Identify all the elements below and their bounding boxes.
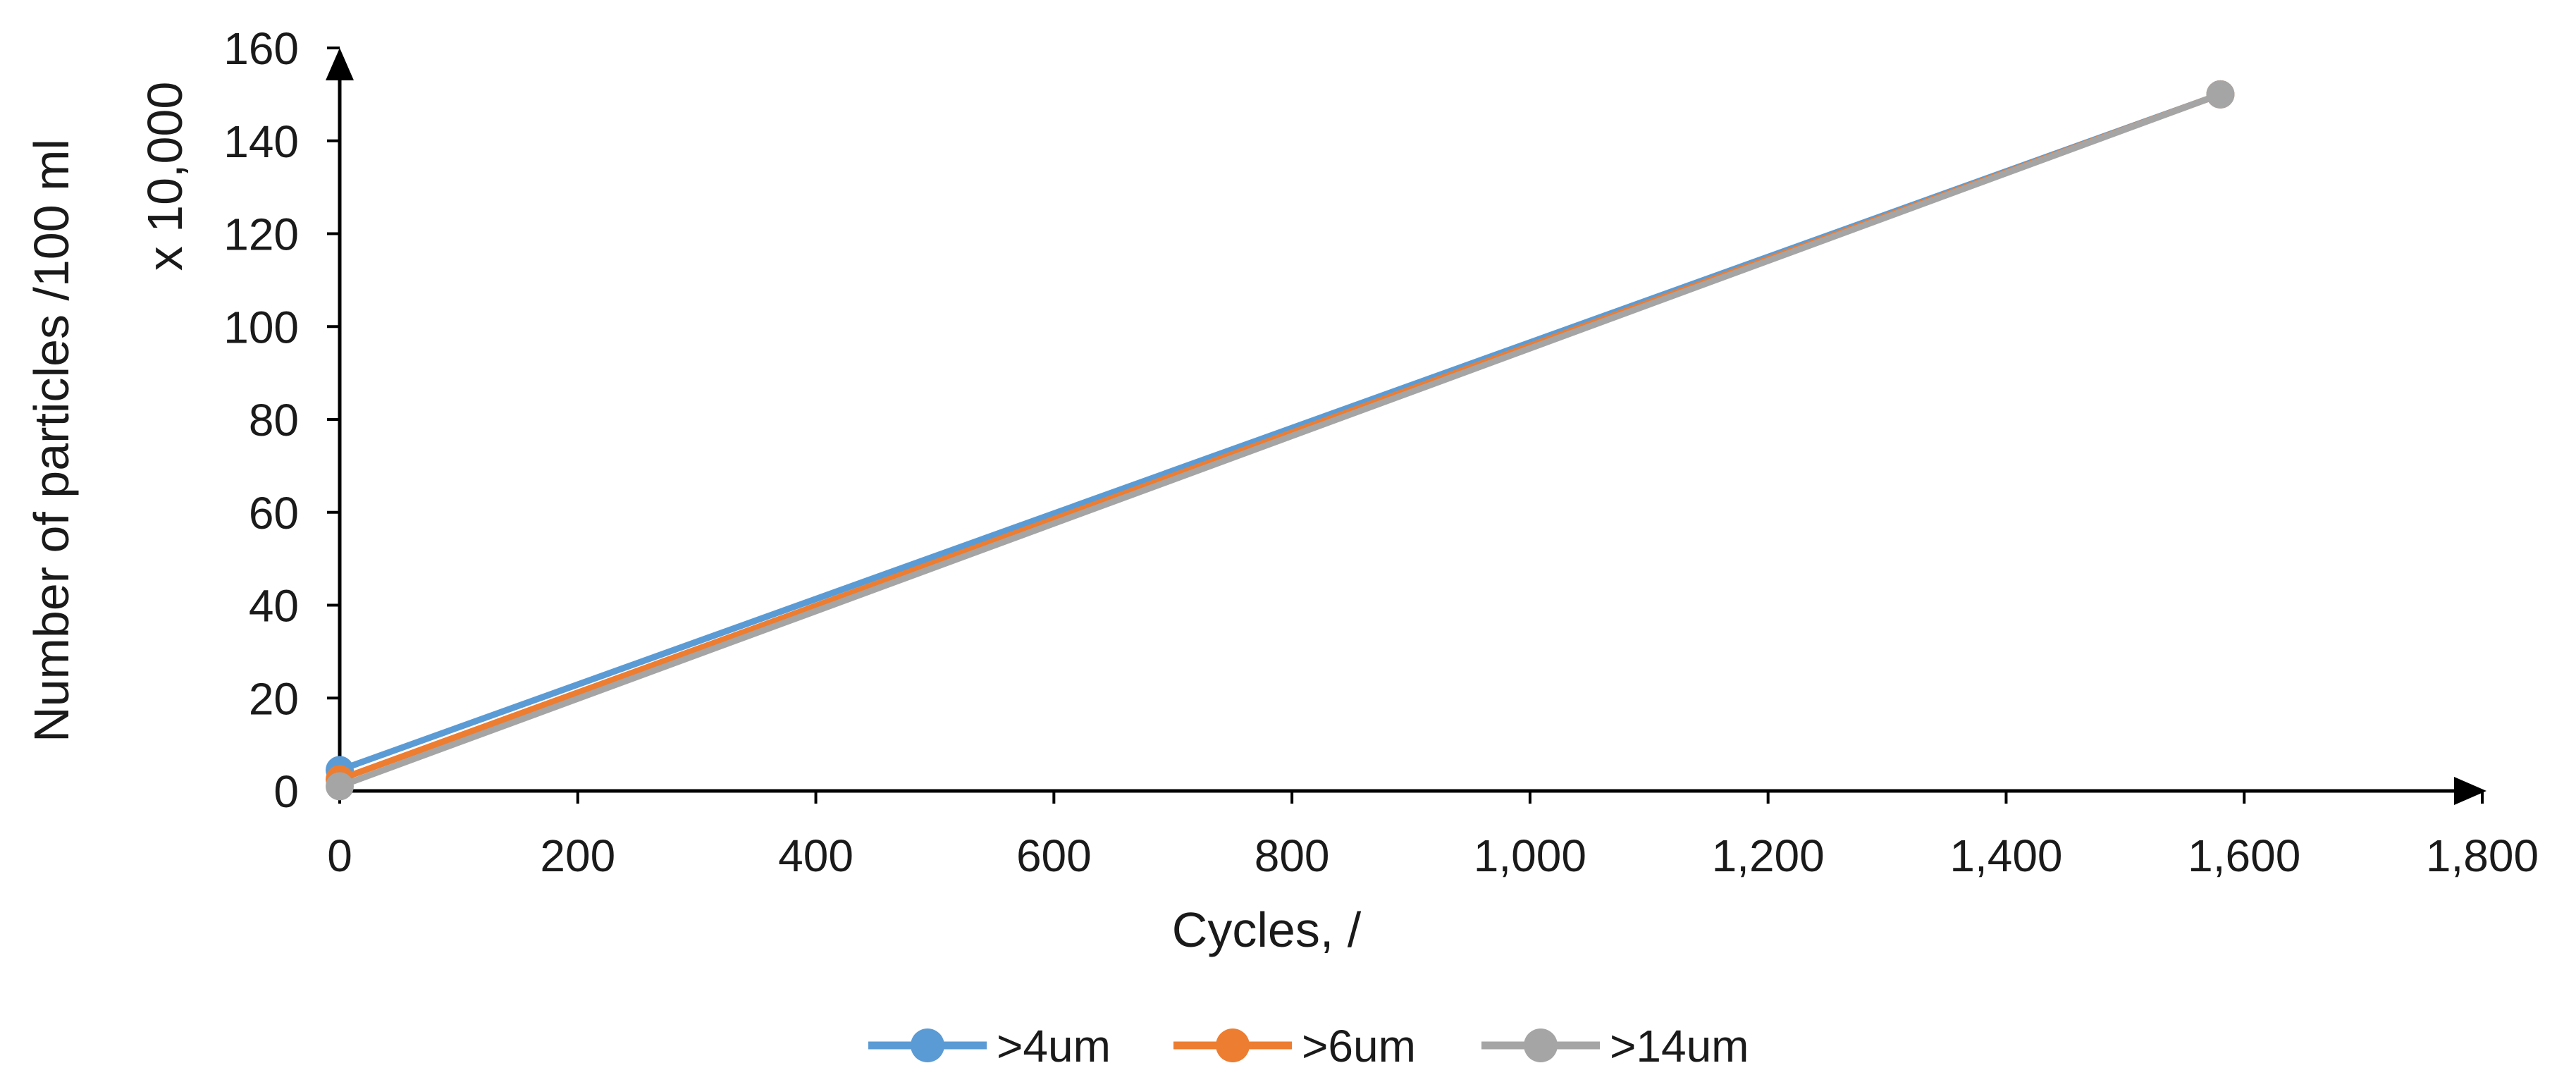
y-tick-label: 0 <box>273 766 299 817</box>
legend-label-6um: >6um <box>1302 1021 1416 1071</box>
x-tick-label: 200 <box>540 830 615 881</box>
plot-series <box>326 80 2235 801</box>
legend: >4um >6um >14um <box>868 1021 1749 1071</box>
y-ticks: 0 20 40 60 80 100 120 140 160 <box>223 23 340 817</box>
x-tick-label: 1,600 <box>2188 830 2300 881</box>
x-tick-label: 1,400 <box>1949 830 2062 881</box>
y-axis-title: Number of particles /100 ml <box>24 139 79 742</box>
y-tick-label: 80 <box>249 395 299 446</box>
y-axis: 0 20 40 60 80 100 120 140 160 <box>223 23 354 817</box>
legend-marker-14um <box>1524 1028 1558 1062</box>
x-tick-label: 1,800 <box>2426 830 2539 881</box>
y-axis-arrow <box>326 48 354 80</box>
y-axis-multiplier: x 10,000 <box>137 82 192 271</box>
x-tick-label: 0 <box>327 830 352 881</box>
legend-label-14um: >14um <box>1610 1021 1749 1071</box>
y-tick-label: 40 <box>249 581 299 632</box>
x-tick-label: 1,000 <box>1474 830 1586 881</box>
data-point-14um <box>326 772 354 801</box>
y-tick-label: 60 <box>249 488 299 539</box>
y-tick-label: 140 <box>223 116 299 167</box>
x-axis-arrow <box>2454 777 2486 805</box>
legend-marker-4um <box>911 1028 944 1062</box>
y-tick-label: 120 <box>223 209 299 260</box>
series-14um <box>326 80 2235 801</box>
legend-label-4um: >4um <box>997 1021 1111 1071</box>
x-axis: 0 200 400 600 800 1,000 1,200 1,400 1,600 1,800 <box>327 777 2539 881</box>
legend-item-14um: >14um <box>1481 1021 1749 1071</box>
x-tick-label: 800 <box>1255 830 1330 881</box>
x-tick-label: 1,200 <box>1712 830 1825 881</box>
x-axis-title: Cycles, / <box>1172 902 1362 957</box>
data-point-14um <box>2206 80 2235 109</box>
y-tick-label: 160 <box>223 23 299 74</box>
series-line-14um <box>338 91 2221 790</box>
x-ticks: 0 200 400 600 800 1,000 1,200 1,400 1,600 1,800 <box>327 791 2539 881</box>
legend-marker-6um <box>1216 1028 1250 1062</box>
legend-item-6um: >6um <box>1173 1021 1416 1071</box>
x-tick-label: 400 <box>778 830 853 881</box>
x-tick-label: 600 <box>1016 830 1092 881</box>
y-tick-label: 100 <box>223 302 299 352</box>
legend-item-4um: >4um <box>868 1021 1111 1071</box>
y-tick-label: 20 <box>249 673 299 724</box>
